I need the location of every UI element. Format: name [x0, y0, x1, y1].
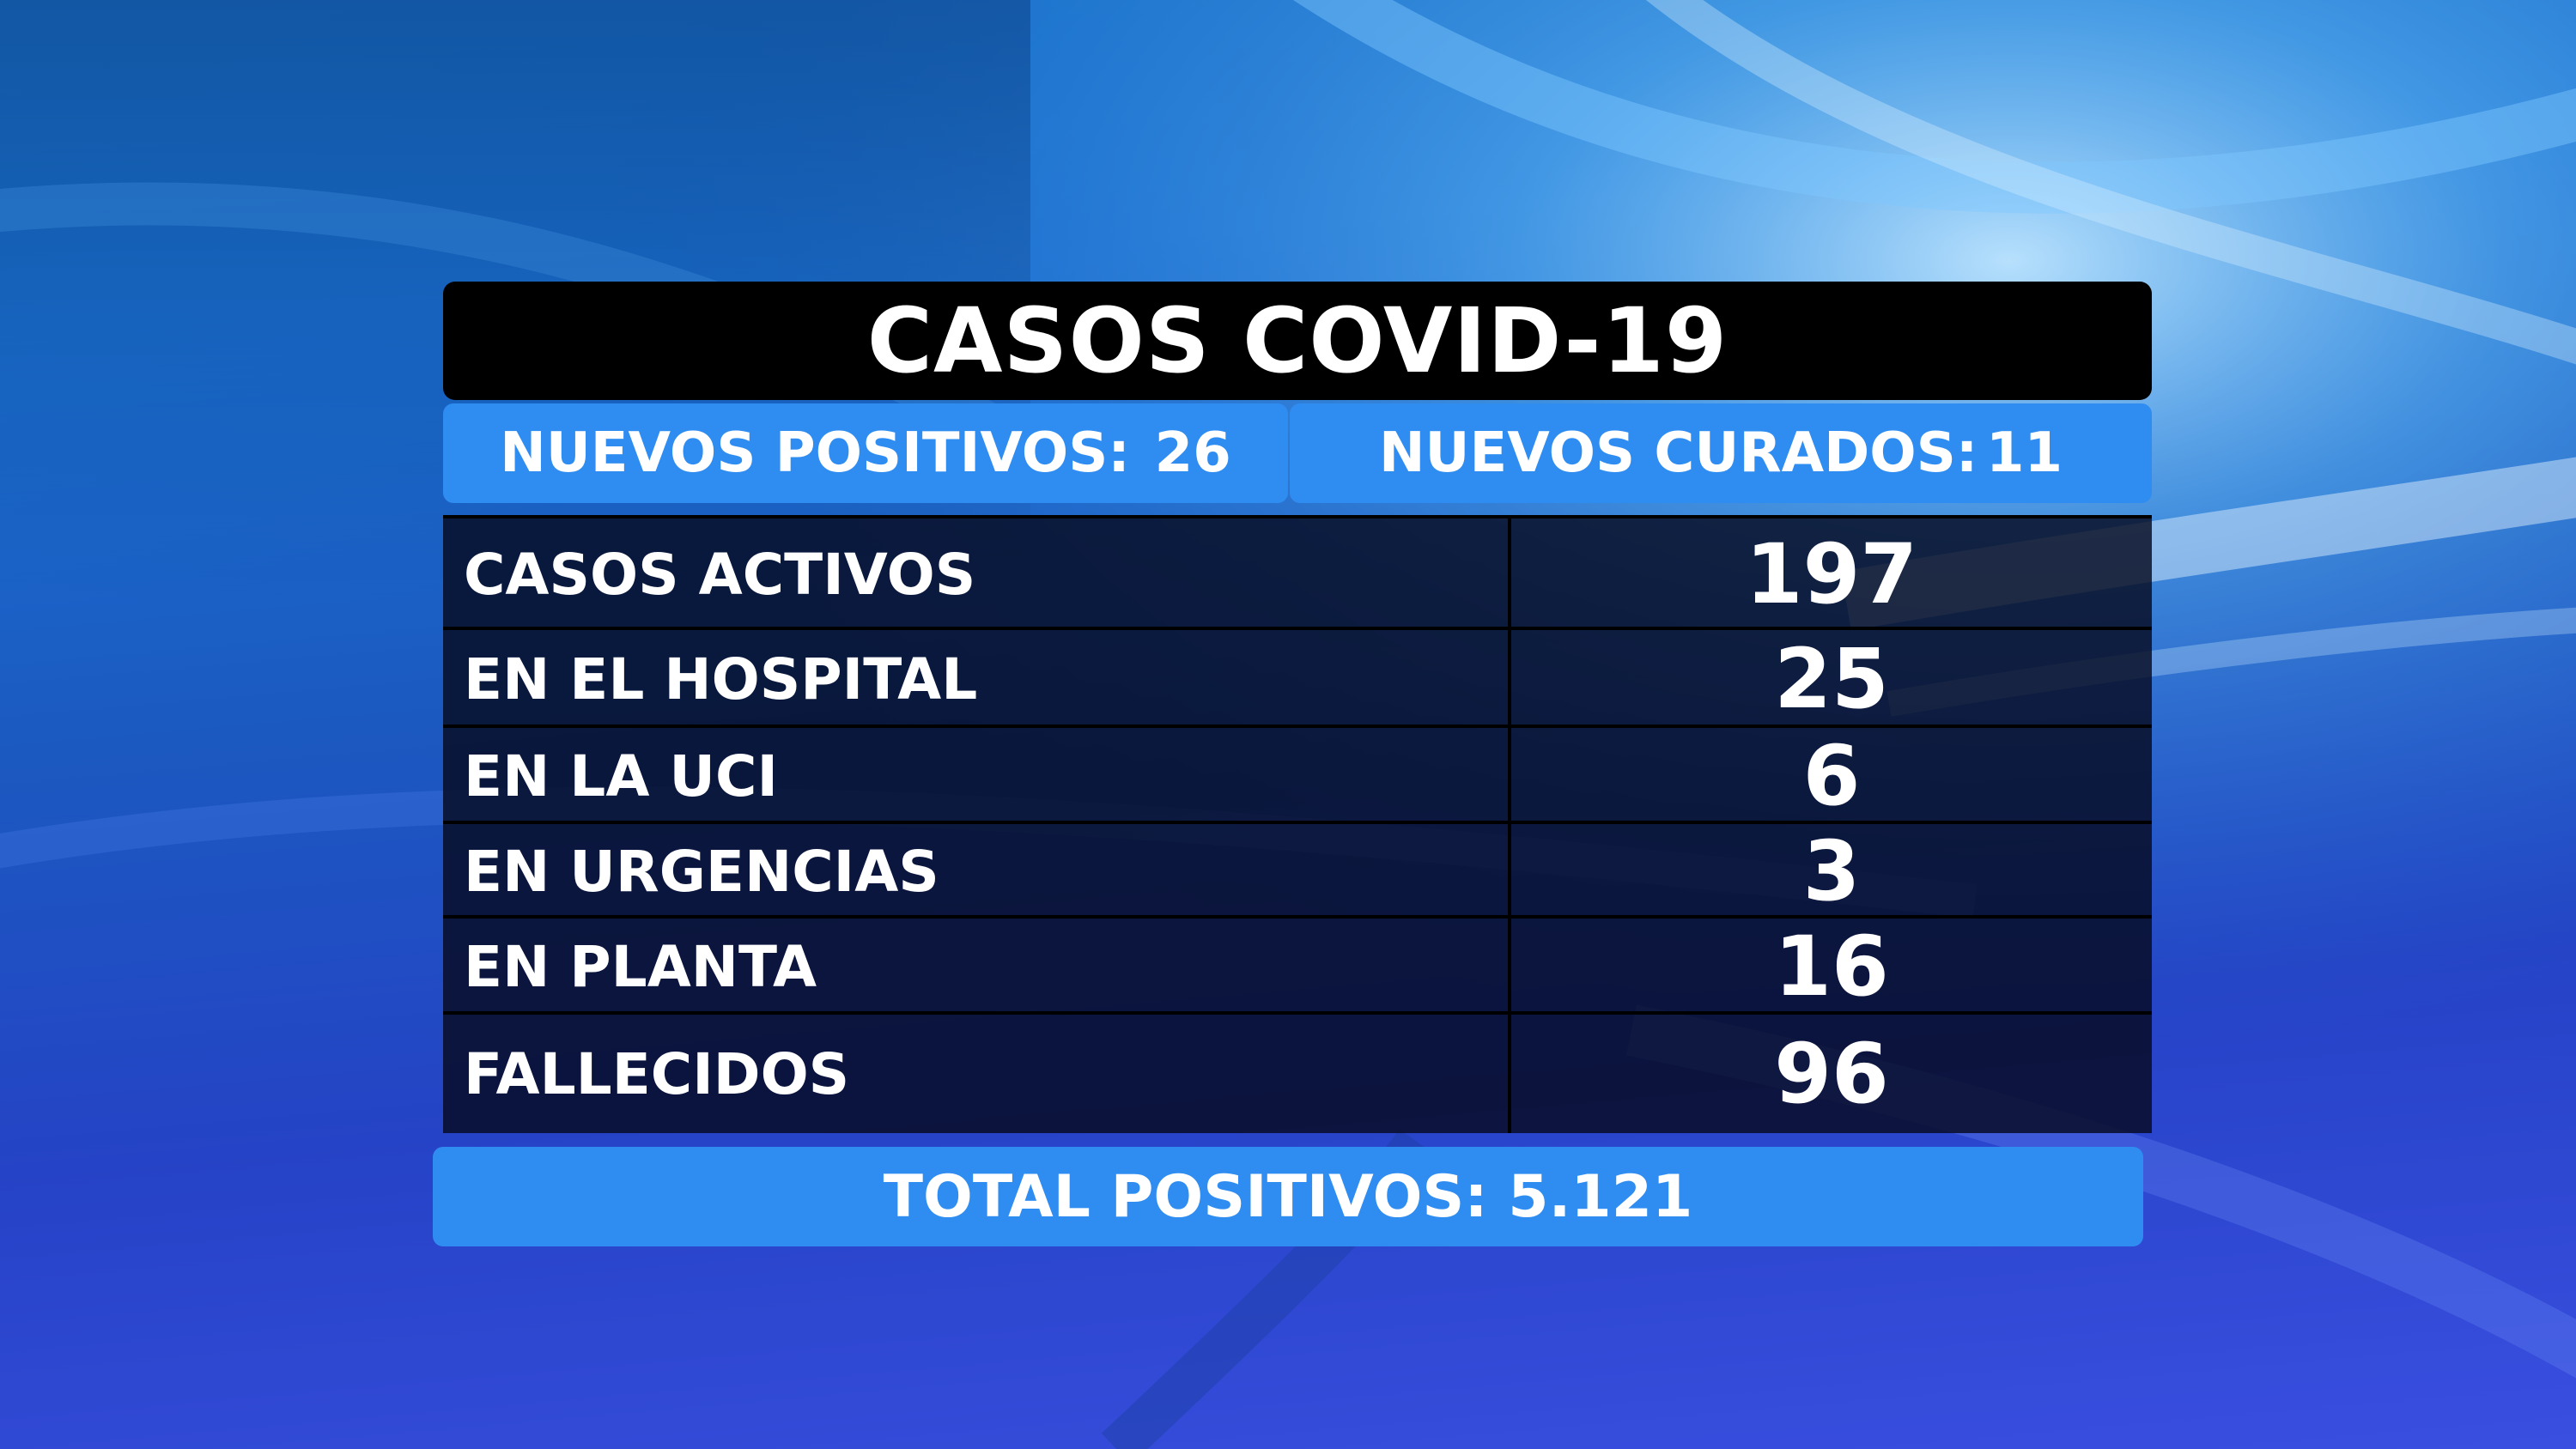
row-value: 3 [1802, 823, 1861, 919]
row-label: EN URGENCIAS [464, 838, 939, 905]
page-title: CASOS COVID-19 [443, 282, 2152, 400]
table-row-active-cases: CASOS ACTIVOS 197 [443, 515, 2152, 630]
stats-table: CASOS ACTIVOS 197 EN EL HOSPITAL 25 EN L… [443, 515, 2152, 1133]
table-row-emergency: EN URGENCIAS 3 [443, 821, 2152, 919]
table-row-ward: EN PLANTA 16 [443, 915, 2152, 1015]
row-value: 6 [1802, 728, 1861, 824]
table-row-icu: EN LA UCI 6 [443, 724, 2152, 824]
new-recovered-value: 11 [1985, 421, 2063, 485]
new-recovered-label: NUEVOS CURADOS: [1378, 421, 1978, 485]
row-value: 197 [1745, 526, 1918, 622]
new-recovered-bar: NUEVOS CURADOS: 11 [1290, 403, 2152, 503]
column-divider [1508, 515, 1511, 1133]
row-label: EN PLANTA [464, 933, 817, 1000]
row-label: EN LA UCI [464, 743, 778, 809]
row-value: 25 [1774, 631, 1889, 727]
row-label: EN EL HOSPITAL [464, 646, 978, 712]
table-row-deceased: FALLECIDOS 96 [443, 1011, 2152, 1133]
table-row-hospital: EN EL HOSPITAL 25 [443, 627, 2152, 728]
new-positives-bar: NUEVOS POSITIVOS: 26 [443, 403, 1288, 503]
row-value: 96 [1774, 1026, 1889, 1122]
row-label: FALLECIDOS [464, 1040, 850, 1107]
new-positives-label: NUEVOS POSITIVOS: [500, 421, 1130, 485]
total-positives-bar: TOTAL POSITIVOS: 5.121 [433, 1147, 2143, 1246]
row-value: 16 [1774, 919, 1889, 1015]
row-label: CASOS ACTIVOS [464, 541, 976, 608]
new-positives-value: 26 [1154, 421, 1231, 485]
